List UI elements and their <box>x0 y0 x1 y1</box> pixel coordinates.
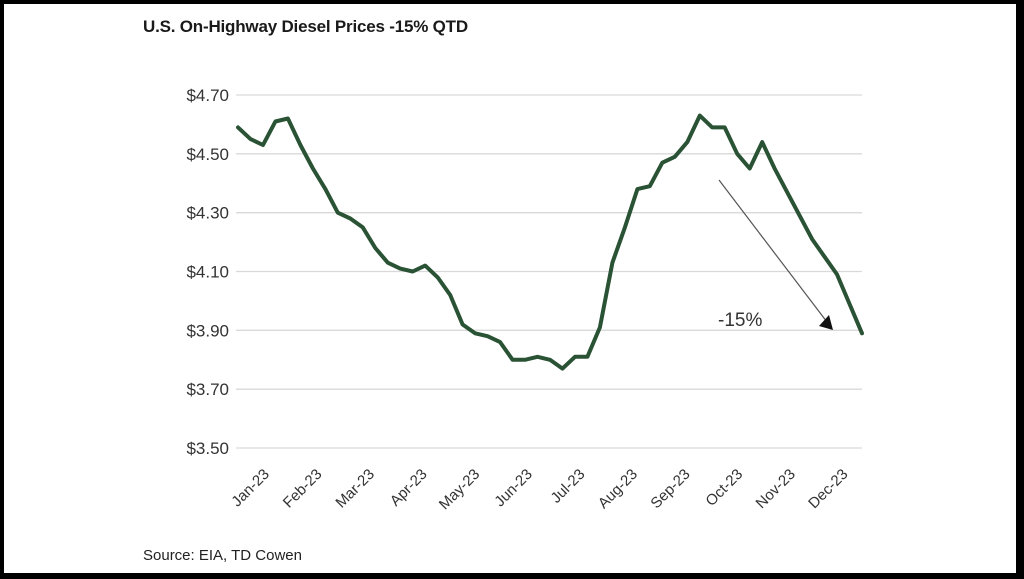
trend-arrow-head <box>819 315 833 330</box>
x-axis-ticks: Jan-23 Feb-23 Mar-23 Apr-23 May-23 Jun-23 Jul-… <box>228 466 851 513</box>
x-tick-label: Oct-23 <box>702 466 746 510</box>
x-tick-label: Dec-23 <box>805 466 851 512</box>
y-tick-label: $4.70 <box>186 86 229 105</box>
x-tick-label: Sep-23 <box>647 466 693 512</box>
chart-title: U.S. On-Highway Diesel Prices -15% QTD <box>143 17 468 36</box>
x-tick-label: Nov-23 <box>753 466 799 512</box>
trend-arrow-line <box>718 179 828 323</box>
series-line <box>236 113 864 371</box>
y-tick-label: $3.70 <box>186 380 229 399</box>
x-tick-label: Jan-23 <box>228 466 272 510</box>
annotation-layer: -15% <box>718 179 833 331</box>
x-tick-label: Apr-23 <box>387 466 431 510</box>
y-tick-label: $3.50 <box>186 439 229 458</box>
y-tick-label: $3.90 <box>186 321 229 340</box>
gridlines <box>236 94 862 449</box>
chart-source: Source: EIA, TD Cowen <box>143 547 302 564</box>
y-tick-label: $4.50 <box>186 145 229 164</box>
y-axis-ticks: $3.50 $3.70 $3.90 $4.10 $4.30 $4.50 $4.70 <box>186 86 229 458</box>
x-tick-label: Feb-23 <box>280 466 326 512</box>
trend-annotation-label: -15% <box>718 310 762 331</box>
x-tick-label: May-23 <box>436 466 483 513</box>
x-tick-label: Jun-23 <box>491 466 535 510</box>
x-tick-label: Jul-23 <box>548 466 589 507</box>
y-tick-label: $4.30 <box>186 204 229 223</box>
chart-frame <box>4 4 1016 573</box>
series-layer <box>236 113 864 371</box>
x-tick-label: Mar-23 <box>332 466 378 512</box>
x-tick-label: Aug-23 <box>595 466 641 512</box>
y-tick-label: $4.10 <box>186 263 229 282</box>
